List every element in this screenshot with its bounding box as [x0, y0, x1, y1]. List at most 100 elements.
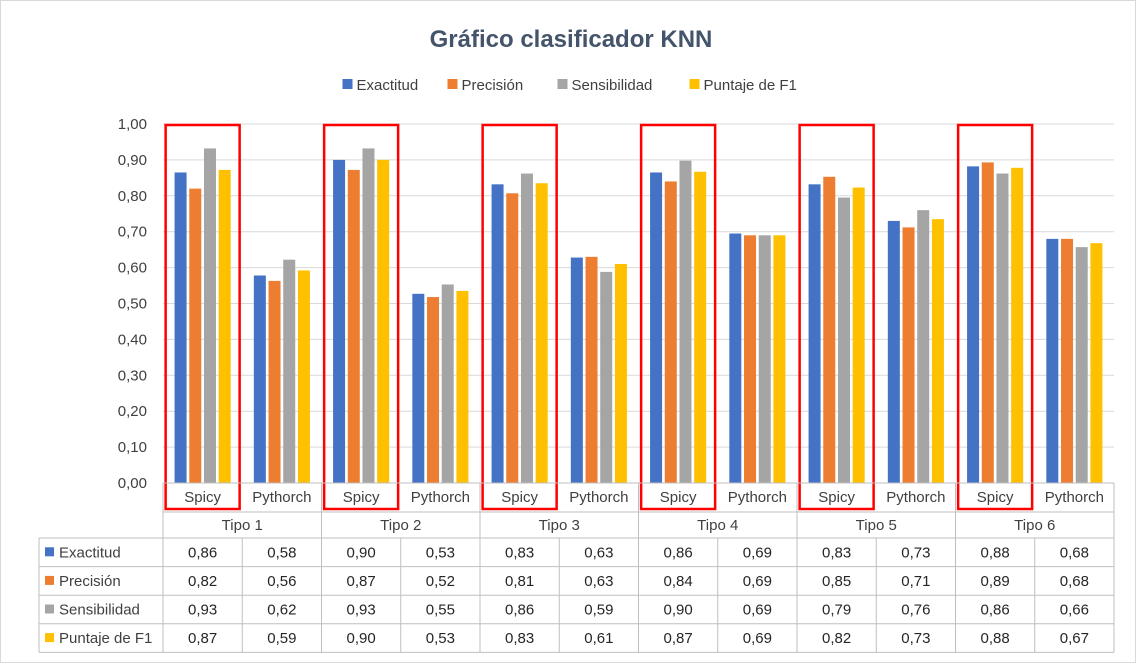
data-label: 0,93 [347, 602, 376, 619]
bar-precisi-n [189, 188, 202, 483]
bar-puntaje-de-f1 [773, 235, 786, 483]
bar-sensibilidad [283, 259, 296, 483]
bar-exactitud [412, 293, 425, 483]
legend-swatch-sensibilidad [557, 79, 568, 89]
bar-precisi-n [823, 176, 836, 483]
data-label: 0,69 [743, 602, 772, 619]
data-label: 0,88 [981, 544, 1010, 561]
x-subcategory-label: Spicy [343, 489, 380, 506]
bar-sensibilidad [600, 271, 613, 483]
bar-exactitud [967, 166, 980, 483]
highlight-boxes [164, 123, 1034, 511]
legend-swatch-precisi-n [447, 79, 458, 89]
x-subcategory-label: Pythorch [728, 489, 787, 506]
data-label: 0,83 [505, 630, 534, 647]
bar-exactitud [729, 233, 742, 483]
data-label: 0,83 [505, 544, 534, 561]
y-tick-label: 0,90 [118, 152, 147, 169]
bar-puntaje-de-f1 [694, 171, 707, 483]
bar-precisi-n [585, 256, 598, 483]
x-subcategory-label: Spicy [184, 489, 221, 506]
x-subcategory-label: Spicy [818, 489, 855, 506]
y-tick-label: 0,50 [118, 296, 147, 313]
data-label: 0,67 [1060, 630, 1089, 647]
highlight-box [481, 123, 558, 511]
bar-precisi-n [506, 193, 519, 484]
x-group-label: Tipo 2 [380, 517, 421, 534]
table-swatch-precisi-n [45, 575, 54, 585]
y-tick-label: 0,20 [118, 403, 147, 420]
data-label: 0,62 [267, 602, 296, 619]
bar-exactitud [1046, 238, 1059, 483]
y-tick-label: 0,00 [118, 475, 147, 492]
data-label: 0,93 [188, 602, 217, 619]
bar-puntaje-de-f1 [931, 219, 944, 483]
data-label: 0,85 [822, 573, 851, 590]
table-row-label-sensibilidad: Sensibilidad [59, 602, 140, 619]
bar-exactitud [253, 275, 266, 483]
legend-swatch-puntaje-de-f1 [689, 79, 700, 89]
highlight-box [164, 123, 241, 511]
bar-precisi-n [427, 297, 440, 483]
bar-precisi-n [902, 227, 915, 483]
legend-label-sensibilidad: Sensibilidad [572, 77, 653, 94]
bar-sensibilidad [441, 284, 454, 483]
data-label: 0,53 [426, 544, 455, 561]
data-label: 0,86 [664, 544, 693, 561]
y-tick-label: 1,00 [118, 116, 147, 133]
data-label: 0,66 [1060, 602, 1089, 619]
data-label: 0,88 [981, 630, 1010, 647]
bar-exactitud [491, 184, 504, 483]
x-subcategory-label: Pythorch [252, 489, 311, 506]
data-label: 0,89 [981, 573, 1010, 590]
data-table: Tipo 1 Tipo 2 Tipo 3 Tipo 4 Tipo 5 Tipo 6 Exac… [38, 483, 1115, 653]
data-label: 0,68 [1060, 573, 1089, 590]
x-subcategory-label: Pythorch [411, 489, 470, 506]
data-label: 0,86 [505, 602, 534, 619]
bar-puntaje-de-f1 [377, 159, 390, 483]
bar-sensibilidad [520, 173, 533, 484]
bar-sensibilidad [996, 173, 1009, 484]
bar-sensibilidad [917, 210, 930, 483]
data-label: 0,87 [664, 630, 693, 647]
highlight-box [322, 123, 400, 511]
bars [174, 148, 1103, 484]
x-group-label: Tipo 4 [697, 517, 738, 534]
bar-sensibilidad [679, 160, 692, 484]
data-label: 0,58 [267, 544, 296, 561]
data-label: 0,90 [664, 602, 693, 619]
data-label: 0,59 [267, 630, 296, 647]
x-subcategory-label: Spicy [501, 489, 538, 506]
gridlines [163, 123, 1114, 448]
data-label: 0,56 [267, 573, 296, 590]
data-label: 0,69 [743, 544, 772, 561]
data-label: 0,63 [584, 544, 613, 561]
highlight-box [798, 123, 875, 511]
bar-sensibilidad [362, 148, 375, 484]
data-label: 0,87 [188, 630, 217, 647]
data-label: 0,87 [347, 573, 376, 590]
bar-sensibilidad [837, 197, 850, 483]
data-label: 0,82 [188, 573, 217, 590]
x-subcategory-label: Spicy [660, 489, 697, 506]
bar-puntaje-de-f1 [218, 169, 231, 483]
data-label: 0,76 [901, 602, 930, 619]
data-label: 0,81 [505, 573, 534, 590]
y-tick-label: 0,80 [118, 188, 147, 205]
data-label: 0,73 [901, 544, 930, 561]
y-tick-label: 0,10 [118, 439, 147, 456]
bar-exactitud [174, 172, 187, 483]
bar-precisi-n [744, 235, 757, 483]
bar-precisi-n [347, 169, 360, 483]
y-axis: 0,00 0,10 0,20 0,30 0,40 0,50 0,60 0,70 0,80 0,90… [118, 116, 147, 492]
y-tick-label: 0,30 [118, 367, 147, 384]
bar-precisi-n [1061, 238, 1074, 483]
data-label: 0,69 [743, 630, 772, 647]
y-tick-label: 0,40 [118, 331, 147, 348]
bar-exactitud [650, 172, 663, 483]
data-label: 0,83 [822, 544, 851, 561]
x-subcategory-label: Pythorch [886, 489, 945, 506]
data-label: 0,86 [981, 602, 1010, 619]
bar-precisi-n [268, 280, 281, 483]
